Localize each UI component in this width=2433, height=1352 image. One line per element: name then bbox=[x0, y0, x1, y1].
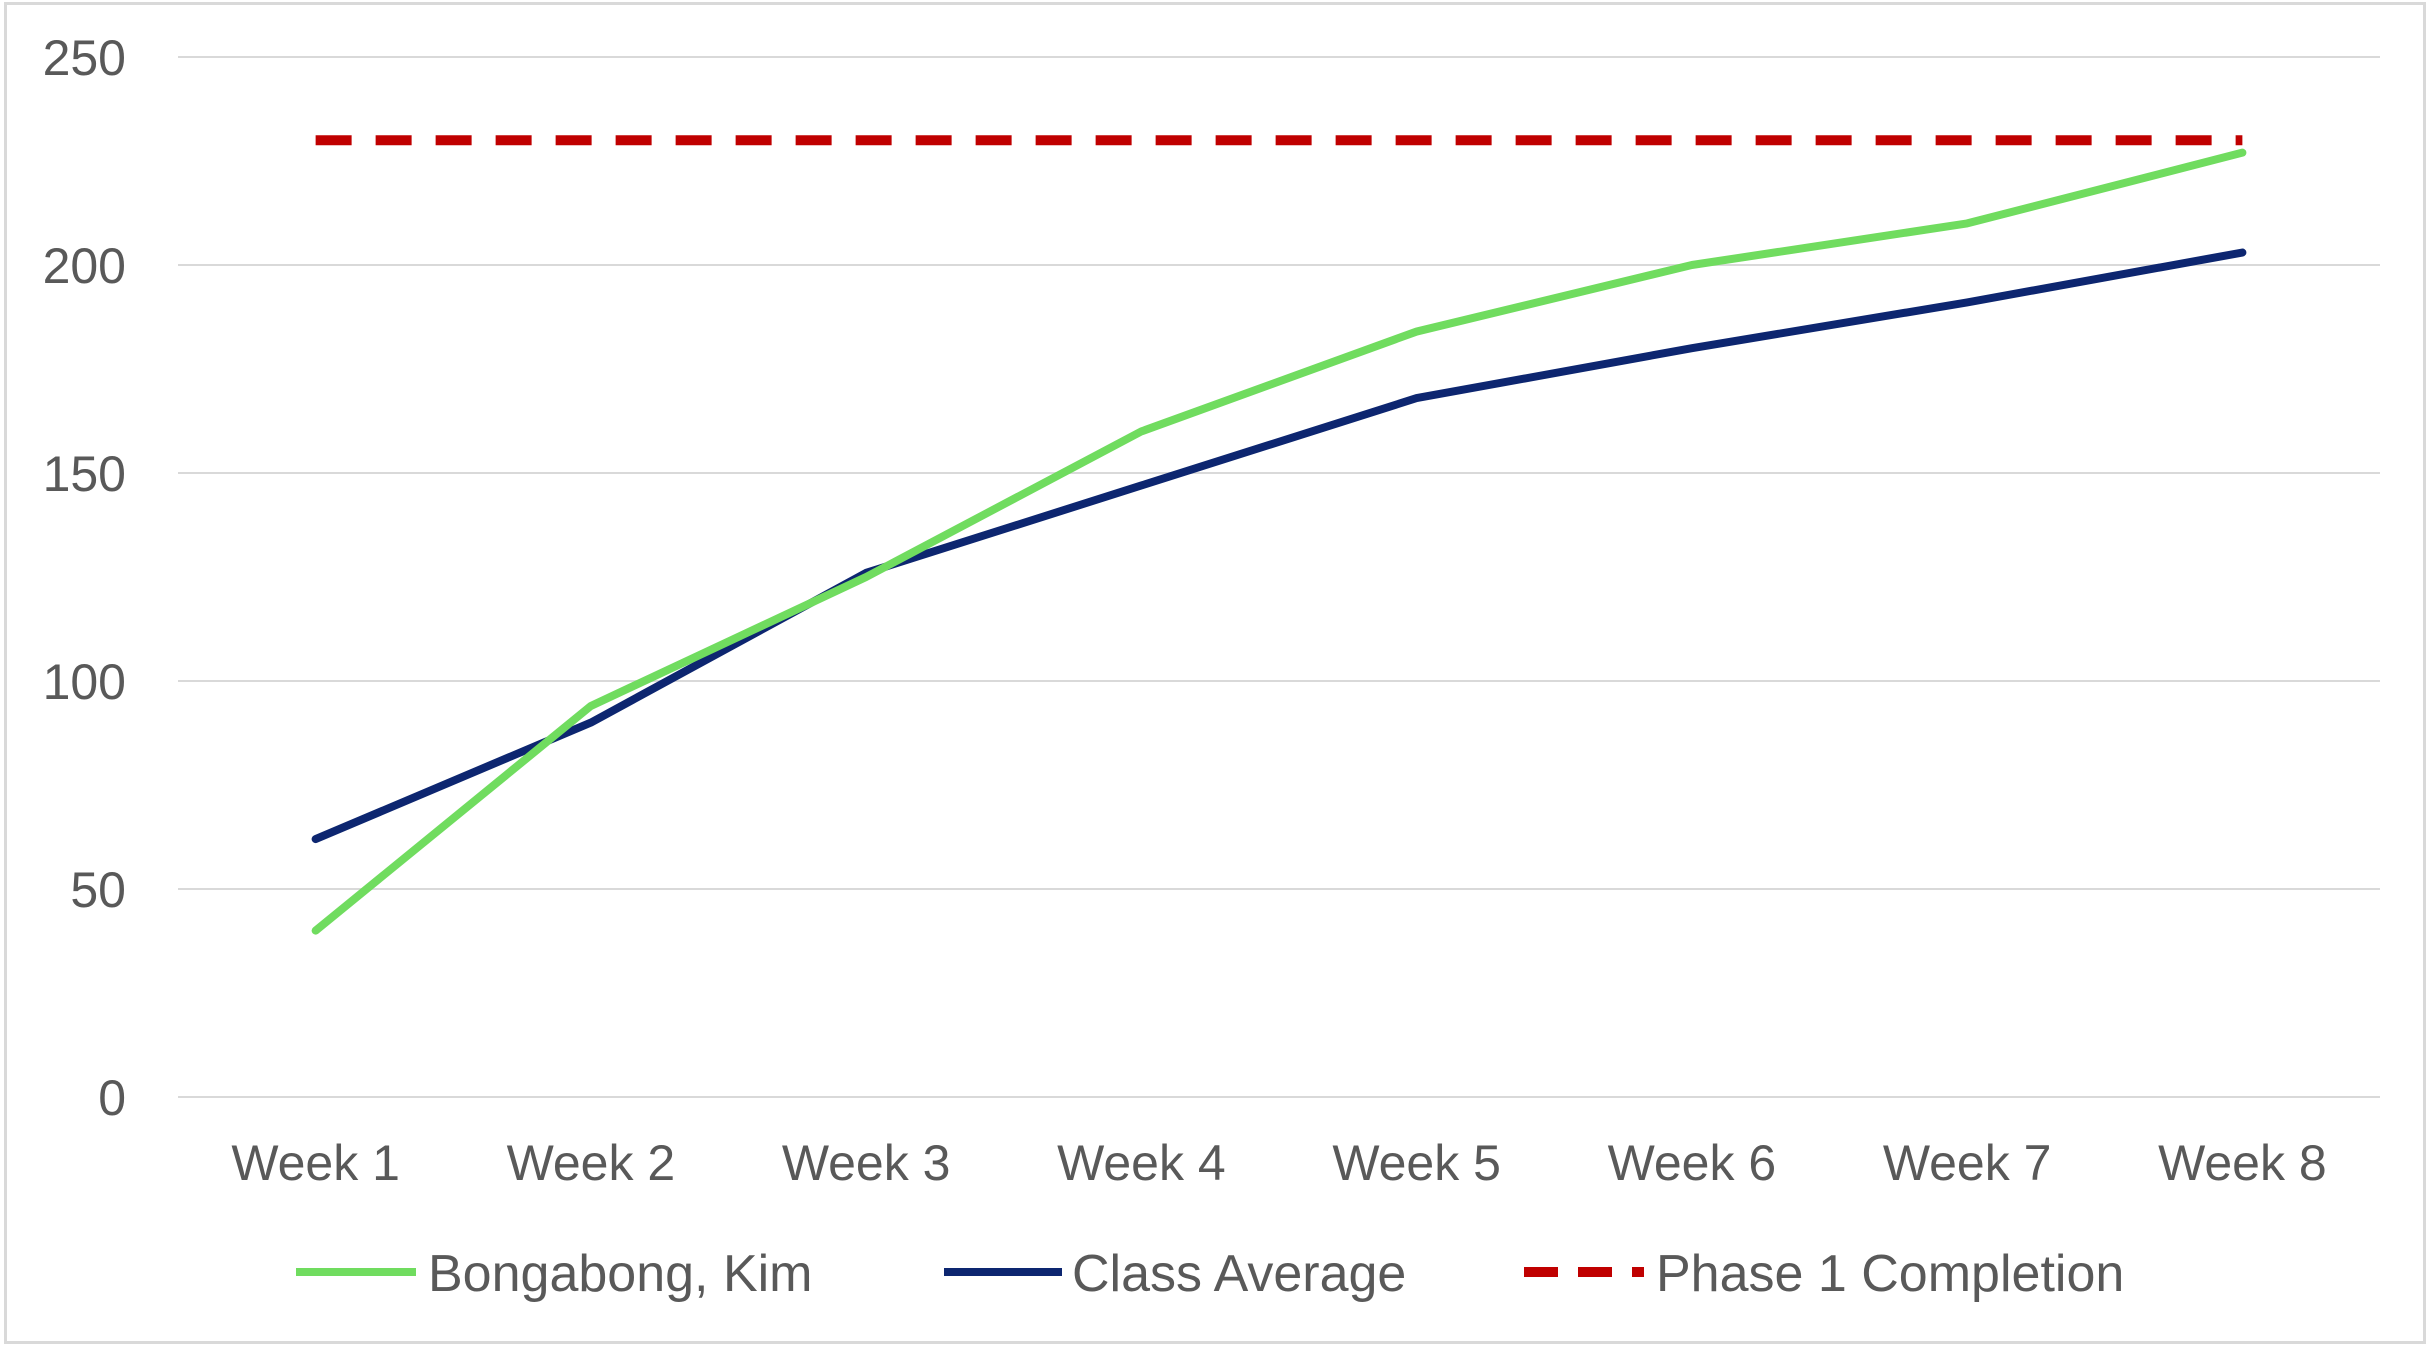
y-tick-label: 0 bbox=[98, 1070, 126, 1126]
x-tick-label: Week 5 bbox=[1332, 1135, 1501, 1191]
legend: Bongabong, Kim Class Average Phase 1 Compl… bbox=[296, 1245, 2124, 1303]
y-axis-tick-labels: 0 50 100 150 200 250 bbox=[43, 30, 126, 1126]
legend-label-2: Phase 1 Completion bbox=[1656, 1245, 2124, 1303]
x-tick-label: Week 1 bbox=[231, 1135, 400, 1191]
x-tick-label: Week 8 bbox=[2158, 1135, 2327, 1191]
y-tick-label: 100 bbox=[43, 654, 126, 710]
x-tick-label: Week 6 bbox=[1608, 1135, 1777, 1191]
x-tick-label: Week 2 bbox=[507, 1135, 676, 1191]
y-tick-label: 200 bbox=[43, 238, 126, 294]
y-tick-label: 150 bbox=[43, 446, 126, 502]
gridlines bbox=[178, 56, 2380, 1098]
x-tick-label: Week 3 bbox=[782, 1135, 951, 1191]
y-tick-label: 50 bbox=[70, 862, 126, 918]
y-tick-label: 250 bbox=[43, 30, 126, 86]
series-lines bbox=[311, 135, 2247, 935]
series-line-0 bbox=[311, 148, 2247, 935]
x-tick-label: Week 7 bbox=[1883, 1135, 2052, 1191]
legend-label-0: Bongabong, Kim bbox=[428, 1245, 813, 1303]
x-axis-tick-labels: Week 1 Week 2 Week 3 Week 4 Week 5 Week 6 Week… bbox=[231, 1135, 2326, 1191]
x-tick-label: Week 4 bbox=[1057, 1135, 1226, 1191]
legend-label-1: Class Average bbox=[1072, 1245, 1406, 1303]
chart-frame bbox=[4, 2, 2426, 1344]
series-line-1 bbox=[311, 248, 2247, 844]
